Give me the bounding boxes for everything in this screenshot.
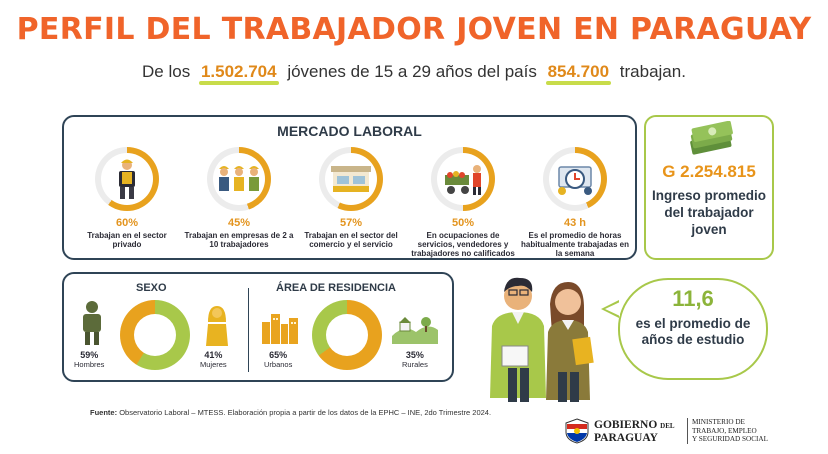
ministry-line2: TRABAJO, EMPLEO bbox=[692, 426, 757, 435]
stat-ring bbox=[543, 147, 607, 211]
government-logo: GOBIERNO DEL PARAGUAY MINISTERIO DE TRAB… bbox=[564, 416, 804, 448]
stat-ring bbox=[95, 147, 159, 211]
man-icon bbox=[83, 301, 101, 345]
youth-total: 1.502.704 bbox=[200, 62, 277, 81]
stat-private-sector: 60% Trabajan en el sector privado bbox=[72, 147, 182, 249]
section-divider bbox=[248, 288, 249, 372]
income-card: G 2.254.815 Ingreso promedio del trabaja… bbox=[644, 115, 774, 260]
ministry-name: MINISTERIO DE TRABAJO, EMPLEO Y SEGURIDA… bbox=[692, 418, 768, 444]
worker-icon bbox=[119, 159, 135, 199]
stat-desc: Trabajan en el sector del comercio y el … bbox=[304, 231, 398, 249]
women-pct: 41% Mujeres bbox=[200, 350, 227, 370]
study-label: es el promedio de años de estudio bbox=[635, 316, 751, 347]
stat-value: 50% bbox=[451, 217, 475, 229]
gov-name: GOBIERNO DEL PARAGUAY bbox=[594, 419, 675, 444]
stat-desc: En ocupaciones de servicios, vendedores … bbox=[411, 231, 515, 258]
woman-icon bbox=[206, 306, 228, 346]
bubble-tail-inner bbox=[605, 302, 620, 316]
stat-value: 57% bbox=[339, 217, 363, 229]
study-bubble: 11,6 es el promedio de años de estudio bbox=[618, 278, 768, 380]
gov-del: DEL bbox=[660, 422, 675, 430]
income-label: Ingreso promedio del trabajador joven bbox=[651, 188, 766, 237]
working-total: 854.700 bbox=[547, 62, 610, 81]
labor-market-heading: MERCADO LABORAL bbox=[277, 123, 422, 139]
labor-market-panel: MERCADO LABORAL 60% Trabajan en el secto… bbox=[62, 115, 637, 260]
gov-line1: GOBIERNO bbox=[594, 419, 658, 431]
ministry-line3: Y SEGURIDAD SOCIAL bbox=[692, 435, 769, 443]
residence-donut bbox=[312, 300, 382, 370]
stat-ring bbox=[207, 147, 271, 211]
source-note: Fuente: Observatorio Laboral – MTESS. El… bbox=[90, 408, 491, 417]
rural-pct: 35% Rurales bbox=[402, 350, 428, 370]
stat-ring bbox=[319, 147, 383, 211]
stat-desc: Trabajan en empresas de 2 a 10 trabajado… bbox=[184, 231, 294, 249]
men-pct: 59% Hombres bbox=[74, 350, 104, 370]
vendor-cart-icon bbox=[445, 165, 481, 195]
subtitle-pre: De los bbox=[142, 62, 191, 81]
rural-pct-value: 35% bbox=[405, 350, 424, 360]
source-text: Observatorio Laboral – MTESS. Elaboració… bbox=[119, 408, 492, 417]
subtitle-post: trabajan. bbox=[619, 62, 686, 81]
stat-value: 45% bbox=[227, 217, 251, 229]
money-stack-icon bbox=[690, 121, 733, 155]
stat-desc: Trabajan en el sector privado bbox=[87, 231, 167, 249]
rural-label: Rurales bbox=[402, 360, 428, 369]
city-icon bbox=[262, 314, 298, 344]
residence-heading: ÁREA DE RESIDENCIA bbox=[276, 282, 396, 294]
stat-small-firms: 45% Trabajan en empresas de 2 a 10 traba… bbox=[184, 147, 294, 249]
stat-desc: Es el promedio de horas habitualmente tr… bbox=[520, 231, 630, 258]
students-illustration bbox=[490, 277, 594, 402]
stat-hours: 43 h Es el promedio de horas habitualmen… bbox=[520, 147, 630, 258]
paraguay-seal-icon bbox=[565, 418, 589, 444]
men-label: Hombres bbox=[74, 360, 105, 369]
sex-heading: SEXO bbox=[136, 282, 167, 294]
sex-donut bbox=[120, 300, 190, 370]
countryside-icon bbox=[392, 317, 438, 344]
stat-ring bbox=[431, 147, 495, 211]
stat-value: 43 h bbox=[563, 217, 586, 229]
stat-services: 50% En ocupaciones de servicios, vendedo… bbox=[408, 147, 518, 258]
subtitle: De los 1.502.704 jóvenes de 15 a 29 años… bbox=[0, 62, 828, 82]
logo-separator bbox=[687, 418, 688, 444]
urban-label: Urbanos bbox=[264, 360, 293, 369]
income-amount: G 2.254.815 bbox=[662, 162, 756, 181]
stat-commerce: 57% Trabajan en el sector del comercio y… bbox=[296, 147, 406, 249]
store-icon bbox=[331, 166, 371, 192]
urban-pct-value: 65% bbox=[269, 350, 288, 360]
subtitle-mid: jóvenes de 15 a 29 años del país bbox=[287, 62, 537, 81]
stat-value: 60% bbox=[115, 217, 139, 229]
source-label: Fuente: bbox=[90, 408, 118, 417]
team-icon bbox=[219, 166, 259, 191]
study-years: 11,6 bbox=[672, 286, 714, 311]
urban-pct: 65% Urbanos bbox=[264, 350, 292, 370]
page-title: PERFIL DEL TRABAJADOR JOVEN EN PARAGUAY bbox=[16, 12, 812, 47]
men-pct-value: 59% bbox=[80, 350, 99, 360]
demographics-panel: SEXO ÁREA DE RESIDENCIA 59% Hombres 41% … bbox=[62, 272, 454, 382]
women-pct-value: 41% bbox=[204, 350, 223, 360]
clock-icon bbox=[558, 166, 592, 195]
women-label: Mujeres bbox=[200, 360, 227, 369]
ministry-line1: MINISTERIO DE bbox=[692, 418, 745, 426]
gov-line2: PARAGUAY bbox=[594, 432, 658, 444]
